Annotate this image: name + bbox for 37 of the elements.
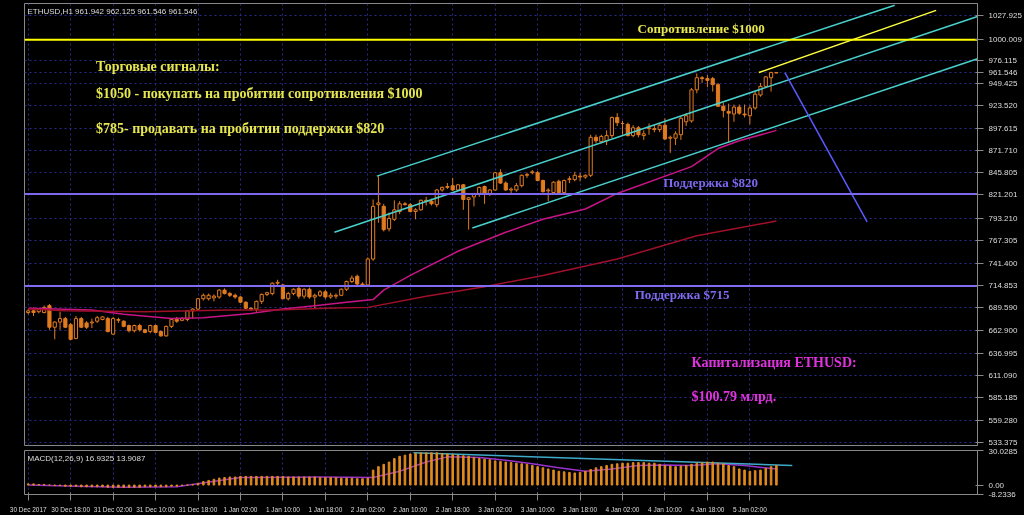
y-tick-label: 871.710 — [988, 146, 1018, 156]
y-tick-label: 961.546 — [988, 68, 1018, 78]
candlestick — [376, 175, 381, 224]
y-tick-label: 30.0285 — [988, 446, 1018, 456]
y-tick-label: 923.520 — [988, 101, 1018, 111]
y-tick-label: 689.590 — [988, 303, 1018, 313]
y-tick-label: 897.615 — [988, 123, 1018, 133]
y-tick-label: 845.805 — [988, 168, 1018, 178]
y-tick-label: 533.375 — [988, 438, 1018, 448]
line-series — [27, 220, 778, 313]
y-tick-label: 741.400 — [988, 258, 1018, 268]
annotation: $1050 - покупать на пробитии сопротивления $1000 — [95, 85, 423, 101]
y-tick-label: 821.201 — [988, 189, 1018, 199]
y-tick-label: 636.995 — [988, 348, 1018, 358]
y-tick-label: 662.900 — [988, 326, 1018, 336]
ref-line-label: Сопротивление $1000 — [637, 20, 765, 36]
line-series — [27, 456, 778, 489]
y-tick-label: 1000.009 — [988, 35, 1023, 45]
y-tick-label: 559.280 — [988, 415, 1018, 425]
y-tick-label: 767.305 — [988, 236, 1018, 246]
y-tick-label: 949.425 — [988, 78, 1018, 88]
ref-line-label: Поддержка $715 — [634, 286, 730, 302]
y-tick-label: 793.210 — [988, 213, 1018, 223]
annotation: $785- продавать на пробитии поддержки $820 — [95, 121, 385, 137]
y-tick-label: -8.2336 — [988, 490, 1017, 499]
y-tick-label: 611.090 — [988, 371, 1018, 380]
y-tick-label: 1027.925 — [988, 11, 1023, 21]
y-tick-label: 585.185 — [988, 393, 1018, 403]
annotation: Торговые сигналы: — [95, 59, 220, 75]
annotation: $100.79 млрд. — [691, 388, 777, 404]
annotation: Капитализация ETHUSD: — [691, 355, 857, 371]
y-tick-label: 976.115 — [988, 55, 1018, 65]
y-tick-label: 0.00 — [988, 480, 1005, 490]
ref-line-label: Поддержка $820 — [663, 175, 759, 191]
y-tick-label: 714.853 — [988, 281, 1018, 291]
chart-title: MACD(12,26,9) 16.9325 13.9087 — [27, 453, 146, 463]
chart-title: ETHUSD,H1 961.942 962.125 961.546 961.546 — [27, 6, 198, 16]
